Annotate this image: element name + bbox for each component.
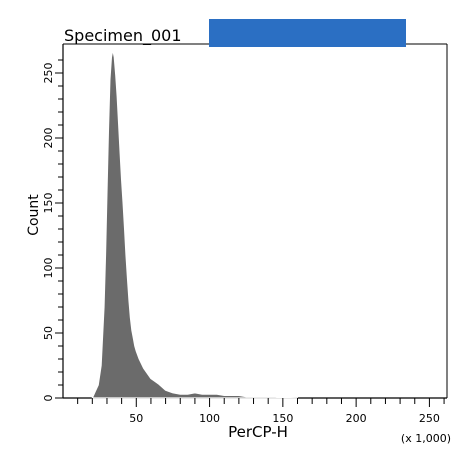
histogram-area-layer	[91, 49, 299, 399]
x-tick-label: 50	[129, 412, 143, 425]
x-tick-label: 100	[199, 412, 220, 425]
histogram-area	[91, 49, 299, 399]
y-tick-label: 50	[42, 326, 55, 340]
x-axis-ticks: 50 100 150 200 250	[77, 398, 445, 425]
y-tick-label: 0	[42, 395, 55, 402]
x-tick-label: 150	[272, 412, 293, 425]
redaction-bar	[209, 19, 406, 47]
chart-title: Specimen_001	[64, 26, 182, 46]
x-axis-label: PerCP-H	[228, 423, 288, 441]
y-tick-label: 200	[42, 128, 55, 149]
y-axis-ticks: 0 50 100 150 200 250	[42, 59, 63, 402]
y-axis-label: Count	[26, 194, 42, 236]
y-tick-label: 250	[42, 63, 55, 84]
x-tick-label: 250	[419, 412, 440, 425]
x-tick-label: 200	[346, 412, 367, 425]
y-tick-label: 100	[42, 258, 55, 279]
x-axis-multiplier: (x 1,000)	[401, 432, 451, 445]
y-tick-label: 150	[42, 193, 55, 214]
